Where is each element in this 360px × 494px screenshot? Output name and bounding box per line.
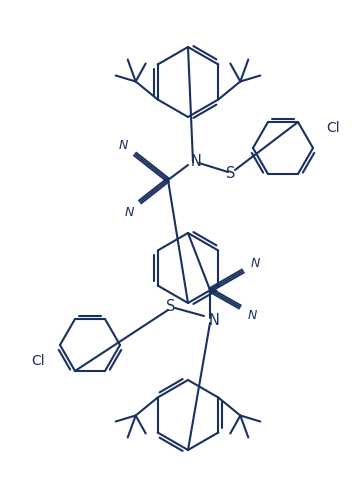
Text: N: N — [250, 256, 260, 270]
Text: N: N — [118, 138, 128, 152]
Text: Cl: Cl — [326, 121, 339, 135]
Text: Cl: Cl — [31, 354, 45, 368]
Text: N: N — [247, 308, 257, 322]
Text: N: N — [190, 154, 202, 168]
Text: S: S — [226, 165, 236, 180]
Text: N: N — [208, 313, 220, 328]
Text: N: N — [124, 206, 134, 218]
Text: S: S — [166, 298, 176, 314]
